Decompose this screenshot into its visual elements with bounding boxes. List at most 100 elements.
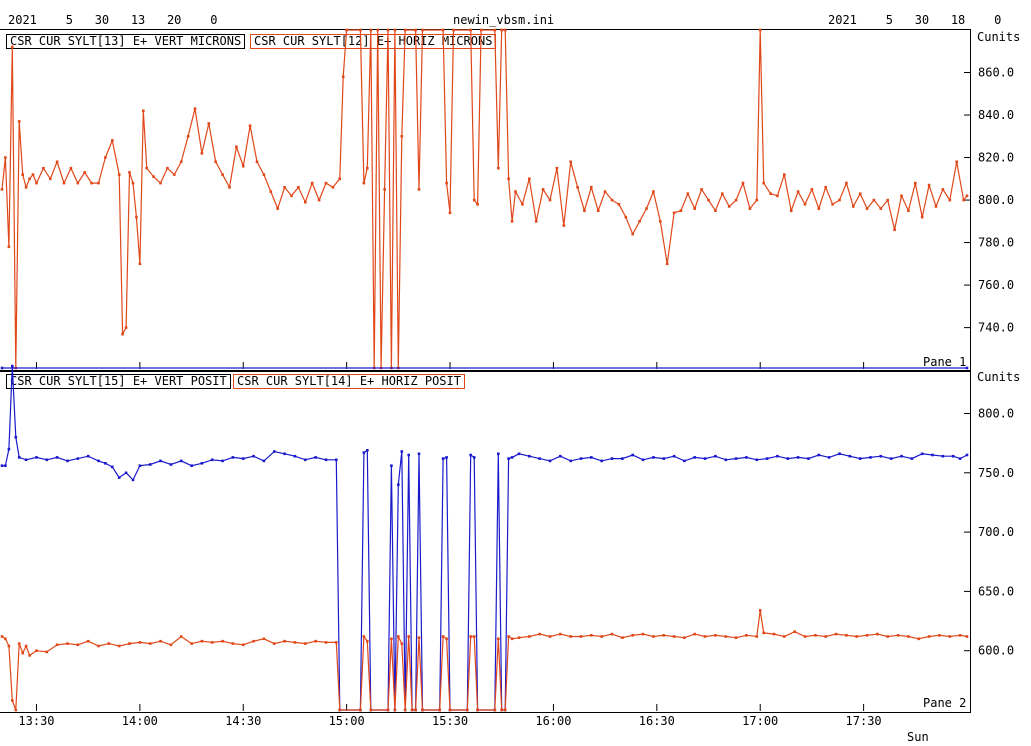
data-point	[324, 641, 328, 644]
y-tick-label: 800.0	[978, 193, 1014, 207]
data-point	[762, 181, 765, 185]
data-point	[11, 699, 14, 702]
x-tick-label: 15:30	[432, 714, 468, 728]
data-point	[310, 181, 314, 185]
data-point	[7, 644, 11, 648]
x-tick-label: 14:00	[122, 714, 158, 728]
data-point	[335, 458, 338, 462]
data-point	[497, 452, 500, 456]
data-point	[652, 456, 655, 459]
data-point	[641, 458, 645, 462]
data-point	[845, 181, 848, 185]
data-point	[845, 634, 848, 637]
pane-1-legend-vert[interactable]: CSR CUR SYLT[13] E+ VERT MICRONS	[6, 34, 246, 49]
data-point	[241, 164, 245, 168]
x-tick-label: 17:30	[846, 714, 882, 728]
data-point	[893, 228, 896, 232]
data-point	[693, 456, 696, 459]
data-point	[221, 639, 224, 643]
data-point	[159, 639, 162, 643]
data-point	[814, 634, 817, 637]
data-point	[297, 186, 300, 189]
data-point	[148, 463, 152, 466]
pane-1-label: Pane 1	[923, 355, 967, 369]
data-point	[879, 454, 883, 458]
data-point	[786, 457, 790, 460]
data-point	[441, 457, 445, 460]
data-point	[452, 28, 455, 32]
data-point	[472, 456, 476, 459]
data-point	[252, 454, 255, 458]
data-point	[910, 457, 914, 460]
data-point	[45, 458, 49, 462]
data-point	[920, 215, 924, 219]
data-point	[631, 232, 634, 236]
data-point	[124, 326, 128, 329]
data-point	[517, 452, 521, 456]
data-point	[200, 639, 204, 643]
data-point	[724, 458, 728, 462]
data-point	[45, 650, 49, 654]
pane-2-legend-vert[interactable]: CSR CUR SYLT[15] E+ VERT POSIT	[6, 374, 231, 389]
data-point	[138, 464, 142, 467]
data-point	[200, 152, 204, 155]
data-point	[510, 456, 514, 459]
data-point	[548, 459, 552, 463]
data-point	[231, 642, 235, 645]
data-point	[362, 451, 366, 454]
data-point	[400, 135, 404, 138]
data-point	[55, 456, 59, 459]
data-point	[528, 635, 531, 638]
data-point	[403, 708, 407, 712]
data-point	[14, 435, 18, 439]
data-point	[276, 207, 279, 210]
y-tick-label: 800.0	[978, 407, 1014, 421]
pane-1-units: Cunits	[977, 30, 1021, 44]
data-point	[166, 166, 169, 170]
data-point	[76, 643, 80, 647]
data-point	[645, 207, 648, 210]
data-point	[421, 28, 424, 32]
data-point	[965, 194, 969, 198]
data-point	[714, 454, 717, 458]
pane-2-legend-horiz[interactable]: CSR CUR SYLT[14] E+ HORIZ POSIT	[233, 374, 465, 389]
data-point	[97, 644, 100, 648]
data-point	[124, 471, 128, 475]
data-point	[138, 262, 142, 266]
data-point	[783, 635, 786, 638]
data-point	[111, 465, 114, 469]
data-point	[507, 635, 510, 638]
data-point	[148, 642, 152, 645]
data-point	[131, 478, 135, 482]
data-point	[235, 145, 238, 149]
data-point	[548, 198, 552, 202]
data-point	[214, 160, 217, 164]
data-point	[324, 458, 328, 462]
data-point	[366, 449, 369, 452]
data-point	[173, 173, 176, 176]
data-point	[469, 453, 472, 457]
data-point	[803, 635, 807, 638]
data-point	[338, 708, 341, 712]
data-point	[169, 463, 173, 466]
y-tick-label: 650.0	[978, 584, 1014, 598]
data-point	[469, 635, 472, 638]
data-point	[931, 453, 934, 457]
data-point	[834, 632, 838, 636]
data-point	[810, 188, 814, 191]
data-point	[583, 209, 586, 212]
data-point	[686, 192, 690, 195]
data-point	[548, 635, 552, 638]
data-point	[210, 641, 214, 644]
data-point	[920, 452, 924, 456]
x-tick-label: 13:30	[18, 714, 54, 728]
data-point	[745, 456, 748, 459]
data-point	[734, 636, 738, 639]
data-point	[621, 457, 624, 460]
data-point	[838, 198, 841, 202]
data-point	[659, 220, 662, 223]
data-point	[776, 194, 779, 198]
data-point	[517, 636, 521, 639]
data-point	[907, 209, 910, 212]
